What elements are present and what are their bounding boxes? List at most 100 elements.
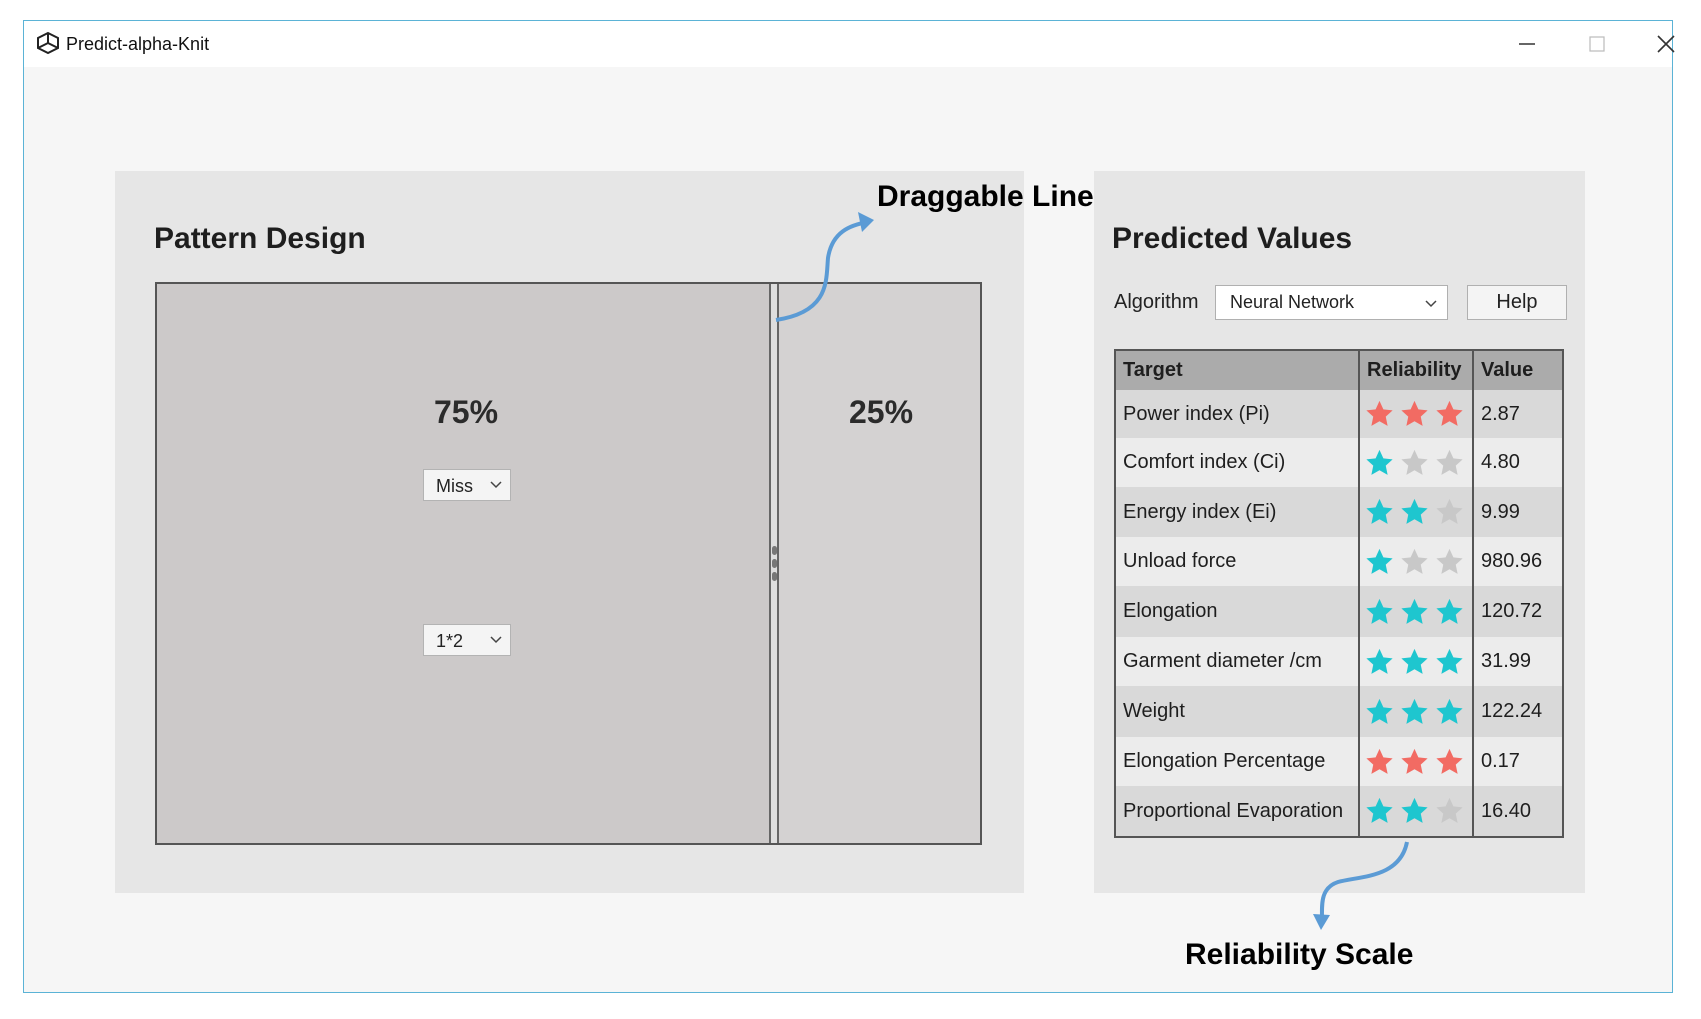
- column-header-target: Target: [1115, 350, 1360, 390]
- draggable-line-annotation: Draggable Line: [877, 180, 1094, 213]
- star-empty-icon: [1401, 548, 1428, 574]
- star-filled-icon: [1366, 548, 1393, 574]
- star-filled-icon: [1436, 748, 1463, 774]
- reliability-cell: [1359, 686, 1474, 737]
- reliability-cell: [1359, 487, 1474, 537]
- star-filled-icon: [1366, 797, 1393, 823]
- star-filled-icon: [1436, 648, 1463, 674]
- chevron-down-icon: [1425, 300, 1437, 308]
- reliability-cell: [1359, 586, 1474, 637]
- star-filled-icon: [1366, 598, 1393, 624]
- help-button-label: Help: [1496, 291, 1538, 313]
- left-region-percent: 75%: [434, 394, 499, 430]
- predicted-values-title: Predicted Values: [1112, 222, 1353, 255]
- target-cell: Comfort index (Ci): [1115, 438, 1360, 487]
- predicted-values-table: Target Reliability Value Power index (Pi…: [1114, 349, 1564, 838]
- maximize-button[interactable]: [1562, 21, 1632, 67]
- star-filled-icon: [1401, 498, 1428, 524]
- value-cell: 122.24: [1473, 686, 1563, 737]
- star-filled-icon: [1436, 598, 1463, 624]
- reliability-scale-annotation: Reliability Scale: [1185, 938, 1414, 971]
- right-region-percent: 25%: [849, 394, 914, 430]
- stitch-type-value: Miss: [436, 476, 473, 496]
- star-empty-icon: [1436, 449, 1463, 475]
- pattern-canvas[interactable]: 75% Miss 1*2 25%: [155, 282, 982, 845]
- draggable-splitter[interactable]: [769, 284, 779, 843]
- star-empty-icon: [1436, 797, 1463, 823]
- stitch-type-dropdown[interactable]: Miss: [423, 469, 511, 501]
- splitter-grip-dot: [772, 546, 777, 555]
- window-title: Predict-alpha-Knit: [66, 34, 210, 54]
- pattern-design-title: Pattern Design: [154, 222, 366, 255]
- table-row: Garment diameter /cm 31.99: [1115, 637, 1563, 686]
- value-cell: 2.87: [1473, 390, 1563, 438]
- star-empty-icon: [1436, 498, 1463, 524]
- reliability-cell: [1359, 637, 1474, 686]
- table-row: Elongation Percentage 0.17: [1115, 737, 1563, 786]
- unity-logo-icon: [37, 31, 59, 55]
- star-filled-icon: [1401, 400, 1428, 426]
- target-cell: Unload force: [1115, 537, 1360, 586]
- pattern-region-left[interactable]: 75% Miss 1*2: [157, 284, 769, 843]
- table-row: Weight 122.24: [1115, 686, 1563, 737]
- ratio-dropdown[interactable]: 1*2: [423, 624, 511, 656]
- value-cell: 980.96: [1473, 537, 1563, 586]
- splitter-grip-dot: [772, 572, 777, 581]
- close-button[interactable]: [1631, 21, 1701, 67]
- chevron-down-icon: [490, 636, 502, 644]
- table-row: Elongation 120.72: [1115, 586, 1563, 637]
- table-row: Power index (Pi) 2.87: [1115, 390, 1563, 438]
- ratio-value: 1*2: [436, 631, 464, 651]
- star-filled-icon: [1366, 748, 1393, 774]
- star-filled-icon: [1436, 698, 1463, 724]
- column-header-value: Value: [1473, 350, 1563, 390]
- value-cell: 16.40: [1473, 786, 1563, 837]
- pattern-region-right[interactable]: 25%: [779, 284, 980, 843]
- table-row: Proportional Evaporation 16.40: [1115, 786, 1563, 837]
- table-row: Unload force 980.96: [1115, 537, 1563, 586]
- star-filled-icon: [1366, 498, 1393, 524]
- star-filled-icon: [1401, 748, 1428, 774]
- column-header-reliability: Reliability: [1359, 350, 1474, 390]
- title-bar: Predict-alpha-Knit: [24, 21, 1675, 67]
- target-cell: Garment diameter /cm: [1115, 637, 1360, 686]
- reliability-cell: [1359, 537, 1474, 586]
- reliability-cell: [1359, 737, 1474, 786]
- star-filled-icon: [1401, 648, 1428, 674]
- reliability-cell: [1359, 438, 1474, 487]
- value-cell: 31.99: [1473, 637, 1563, 686]
- target-cell: Weight: [1115, 686, 1360, 737]
- star-filled-icon: [1401, 598, 1428, 624]
- table-header-row: Target Reliability Value: [1115, 350, 1563, 390]
- reliability-cell: [1359, 786, 1474, 837]
- target-cell: Energy index (Ei): [1115, 487, 1360, 537]
- star-filled-icon: [1366, 449, 1393, 475]
- value-cell: 4.80: [1473, 438, 1563, 487]
- value-cell: 0.17: [1473, 737, 1563, 786]
- algorithm-label: Algorithm: [1114, 291, 1199, 313]
- target-cell: Proportional Evaporation: [1115, 786, 1360, 837]
- target-cell: Elongation: [1115, 586, 1360, 637]
- minimize-icon: [1519, 43, 1535, 45]
- algorithm-value: Neural Network: [1230, 292, 1355, 312]
- algorithm-select[interactable]: Neural Network: [1215, 285, 1448, 320]
- chevron-down-icon: [490, 481, 502, 489]
- splitter-grip-dot: [772, 559, 777, 568]
- help-button[interactable]: Help: [1467, 285, 1567, 320]
- star-empty-icon: [1401, 449, 1428, 475]
- star-filled-icon: [1366, 400, 1393, 426]
- value-cell: 120.72: [1473, 586, 1563, 637]
- target-cell: Power index (Pi): [1115, 390, 1360, 438]
- star-filled-icon: [1366, 698, 1393, 724]
- maximize-icon: [1589, 36, 1605, 52]
- star-filled-icon: [1366, 648, 1393, 674]
- star-filled-icon: [1436, 400, 1463, 426]
- table-row: Comfort index (Ci) 4.80: [1115, 438, 1563, 487]
- value-cell: 9.99: [1473, 487, 1563, 537]
- table-row: Energy index (Ei) 9.99: [1115, 487, 1563, 537]
- close-icon: [1657, 35, 1675, 53]
- minimize-button[interactable]: [1492, 21, 1562, 67]
- star-filled-icon: [1401, 797, 1428, 823]
- star-empty-icon: [1436, 548, 1463, 574]
- star-filled-icon: [1401, 698, 1428, 724]
